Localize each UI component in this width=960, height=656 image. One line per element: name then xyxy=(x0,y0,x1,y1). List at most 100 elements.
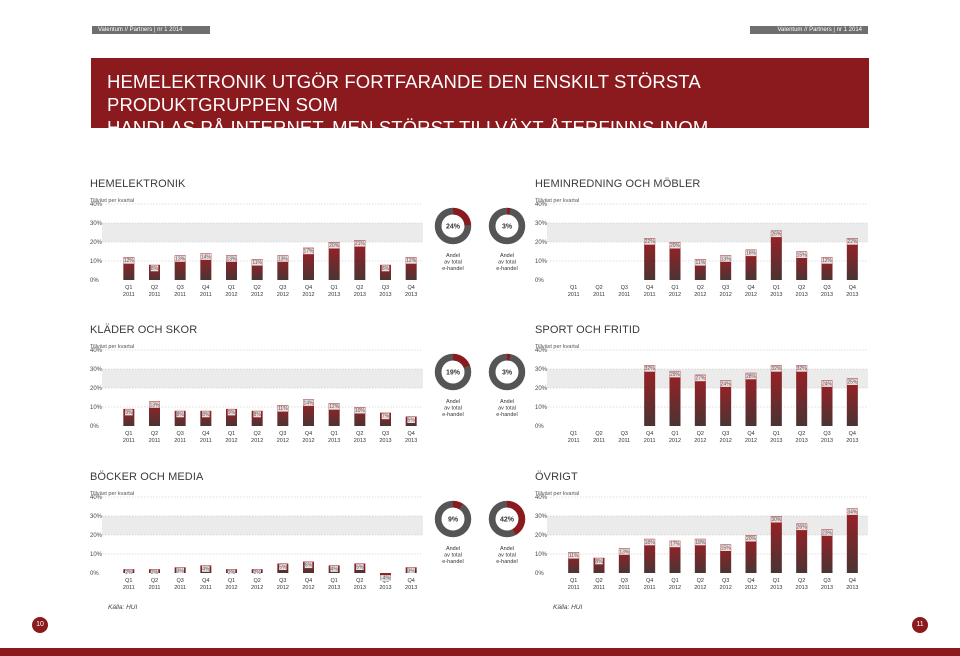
x-tick-label: Q4 2012 xyxy=(745,285,757,298)
x-tick-label: Q3 2011 xyxy=(618,578,630,591)
donut-percentage: 3% xyxy=(502,224,513,231)
data-label: 8% xyxy=(202,412,210,418)
bar xyxy=(354,407,366,426)
x-tick-label: Q4 2012 xyxy=(302,431,314,444)
x-tick-label: Q1 2011 xyxy=(123,285,135,298)
x-tick-label: Q1 2011 xyxy=(568,285,580,298)
bar xyxy=(720,544,732,573)
data-label-bg xyxy=(279,564,287,570)
bar xyxy=(821,380,833,426)
data-label: 27% xyxy=(695,376,706,382)
donut-outline xyxy=(434,353,472,391)
bar xyxy=(200,410,212,426)
y-tick-label: 20% xyxy=(535,240,548,246)
x-tick-label: Q1 2012 xyxy=(669,578,681,591)
bar xyxy=(149,401,160,426)
donut-outline xyxy=(434,500,472,538)
data-label: 22% xyxy=(847,239,858,245)
x-tick-label: Q4 2013 xyxy=(405,431,417,444)
data-label-bg xyxy=(303,248,314,255)
data-label-bg xyxy=(253,411,261,418)
x-tick-label: Q1 2012 xyxy=(669,431,681,444)
chart-title: SPORT OCH FRITID xyxy=(535,324,641,336)
data-label: 2% xyxy=(228,570,236,576)
data-label-bg xyxy=(381,413,390,420)
x-tick-label: Q3 2012 xyxy=(720,285,732,298)
data-label-bg xyxy=(847,379,858,385)
data-label: 26% xyxy=(797,525,808,531)
data-label-bg xyxy=(304,562,313,569)
bar xyxy=(694,259,706,280)
donut-share-arc xyxy=(434,353,472,391)
y-tick-label: 0% xyxy=(90,278,99,284)
data-label-bg xyxy=(847,238,858,245)
donut-share-arc xyxy=(488,353,526,391)
x-tick-label: Q3 2012 xyxy=(277,285,289,298)
bar xyxy=(593,557,605,573)
share-donut: 3% Andel av total e-handel xyxy=(488,207,526,272)
y-tick-label: 20% xyxy=(535,533,548,539)
data-label: 32% xyxy=(645,366,656,372)
bar xyxy=(277,255,289,280)
data-label-bg xyxy=(202,411,210,418)
data-label-bg xyxy=(277,255,289,262)
x-tick-label: Q4 2013 xyxy=(405,578,417,591)
y-tick-label: 40% xyxy=(90,202,103,208)
bar xyxy=(644,365,656,426)
y-tick-label: 30% xyxy=(90,367,103,373)
header-left-label: Valentum // Partners | nr 1 2014 xyxy=(92,26,210,34)
data-label-bg xyxy=(277,405,289,412)
chart-subtitle: Tillväxt per kvartal xyxy=(535,491,580,497)
grid-band xyxy=(102,223,423,242)
data-label-bg xyxy=(695,259,706,266)
data-label-bg xyxy=(381,265,390,272)
donut-outline xyxy=(488,353,526,391)
x-tick-label: Q2 2012 xyxy=(694,431,706,444)
data-label-bg xyxy=(356,564,364,570)
grid-band xyxy=(547,516,868,535)
data-label: 8% xyxy=(595,559,603,565)
data-label: -4% xyxy=(381,576,390,582)
bar xyxy=(720,255,732,280)
share-donut: 3% Andel av total e-handel xyxy=(488,353,526,418)
y-tick-label: 0% xyxy=(535,571,544,577)
chart-svg: 0% 10% 20% 30% 40% Q1 2011 11% Q2 2011 8% Q3 2011 13%… xyxy=(535,495,868,591)
x-tick-label: Q4 2011 xyxy=(200,578,212,591)
data-label-bg xyxy=(568,552,579,559)
chart-title: HEMINREDNING OCH MÖBLER xyxy=(535,178,701,190)
donut-outline xyxy=(434,207,472,245)
y-tick-label: 10% xyxy=(535,405,548,411)
data-label-bg xyxy=(619,548,630,555)
share-donut: 9% Andel av total e-handel xyxy=(434,500,472,565)
data-label: 21% xyxy=(355,241,366,247)
bar xyxy=(770,230,782,280)
data-label-bg xyxy=(150,265,159,272)
donut-caption: Andel av total e-handel xyxy=(442,546,463,565)
data-label: 22% xyxy=(645,239,656,245)
x-tick-label: Q2 2011 xyxy=(593,285,605,298)
data-label-bg xyxy=(669,242,681,249)
data-label: 5% xyxy=(408,418,416,424)
data-label: 4% xyxy=(331,566,339,572)
x-tick-label: Q2 2011 xyxy=(149,578,161,591)
y-tick-label: 0% xyxy=(90,424,99,430)
bar xyxy=(149,264,160,280)
bar xyxy=(328,403,340,426)
donut-share-arc xyxy=(488,500,526,538)
bar xyxy=(644,238,656,280)
bar xyxy=(745,372,757,426)
chart-svg: 0% 10% 20% 30% 40% Q1 2011 Q2 2011 Q3 2011 Q4 2011 32… xyxy=(535,348,868,444)
x-tick-label: Q2 2013 xyxy=(796,431,808,444)
bar xyxy=(123,408,135,426)
bar xyxy=(251,410,263,426)
bar xyxy=(846,508,858,573)
data-label: 13% xyxy=(278,256,289,262)
data-label: 3% xyxy=(408,568,416,574)
header-right-label: Valentum // Partners | nr 1 2014 xyxy=(750,26,868,34)
data-label: 20% xyxy=(670,243,681,249)
y-tick-label: 10% xyxy=(535,259,548,265)
x-tick-label: Q2 2013 xyxy=(354,578,366,591)
